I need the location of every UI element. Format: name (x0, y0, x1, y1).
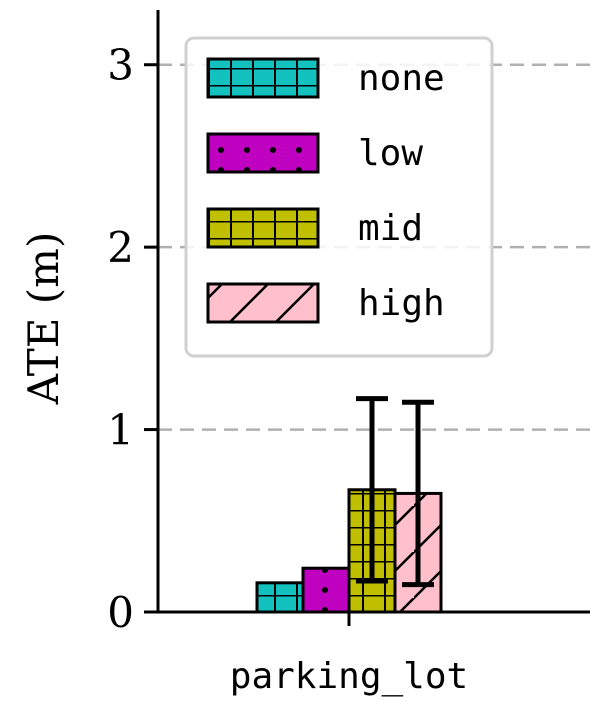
y-tick-label-1: 1 (107, 406, 134, 455)
legend-entry-none: none (206, 57, 445, 99)
legend-entry-low: low (206, 132, 423, 174)
legend: none low mid high (184, 36, 494, 358)
legend-swatch-hatch-none (206, 57, 320, 99)
y-tick-label-2: 2 (107, 223, 134, 272)
x-tick-label-0: parking_lot (230, 656, 468, 697)
legend-box (184, 36, 494, 358)
legend-label-high: high (358, 283, 445, 324)
legend-swatch-hatch-low (206, 132, 320, 174)
bar-hatch-low (301, 566, 351, 614)
error-bar-high (402, 399, 434, 588)
legend-label-low: low (358, 133, 423, 174)
y-axis-label: ATE (m) (19, 232, 68, 406)
legend-label-mid: mid (358, 208, 423, 249)
legend-entry-high: high (206, 282, 445, 324)
legend-label-none: none (358, 58, 445, 99)
bar-hatch-none (255, 581, 305, 614)
y-tick-label-0: 0 (107, 588, 134, 637)
legend-swatch-hatch-high (206, 282, 320, 324)
error-bar-mid (356, 396, 388, 584)
y-tick-label-3: 3 (107, 41, 134, 90)
legend-swatch-hatch-mid (206, 207, 320, 249)
legend-entry-mid: mid (206, 207, 423, 249)
